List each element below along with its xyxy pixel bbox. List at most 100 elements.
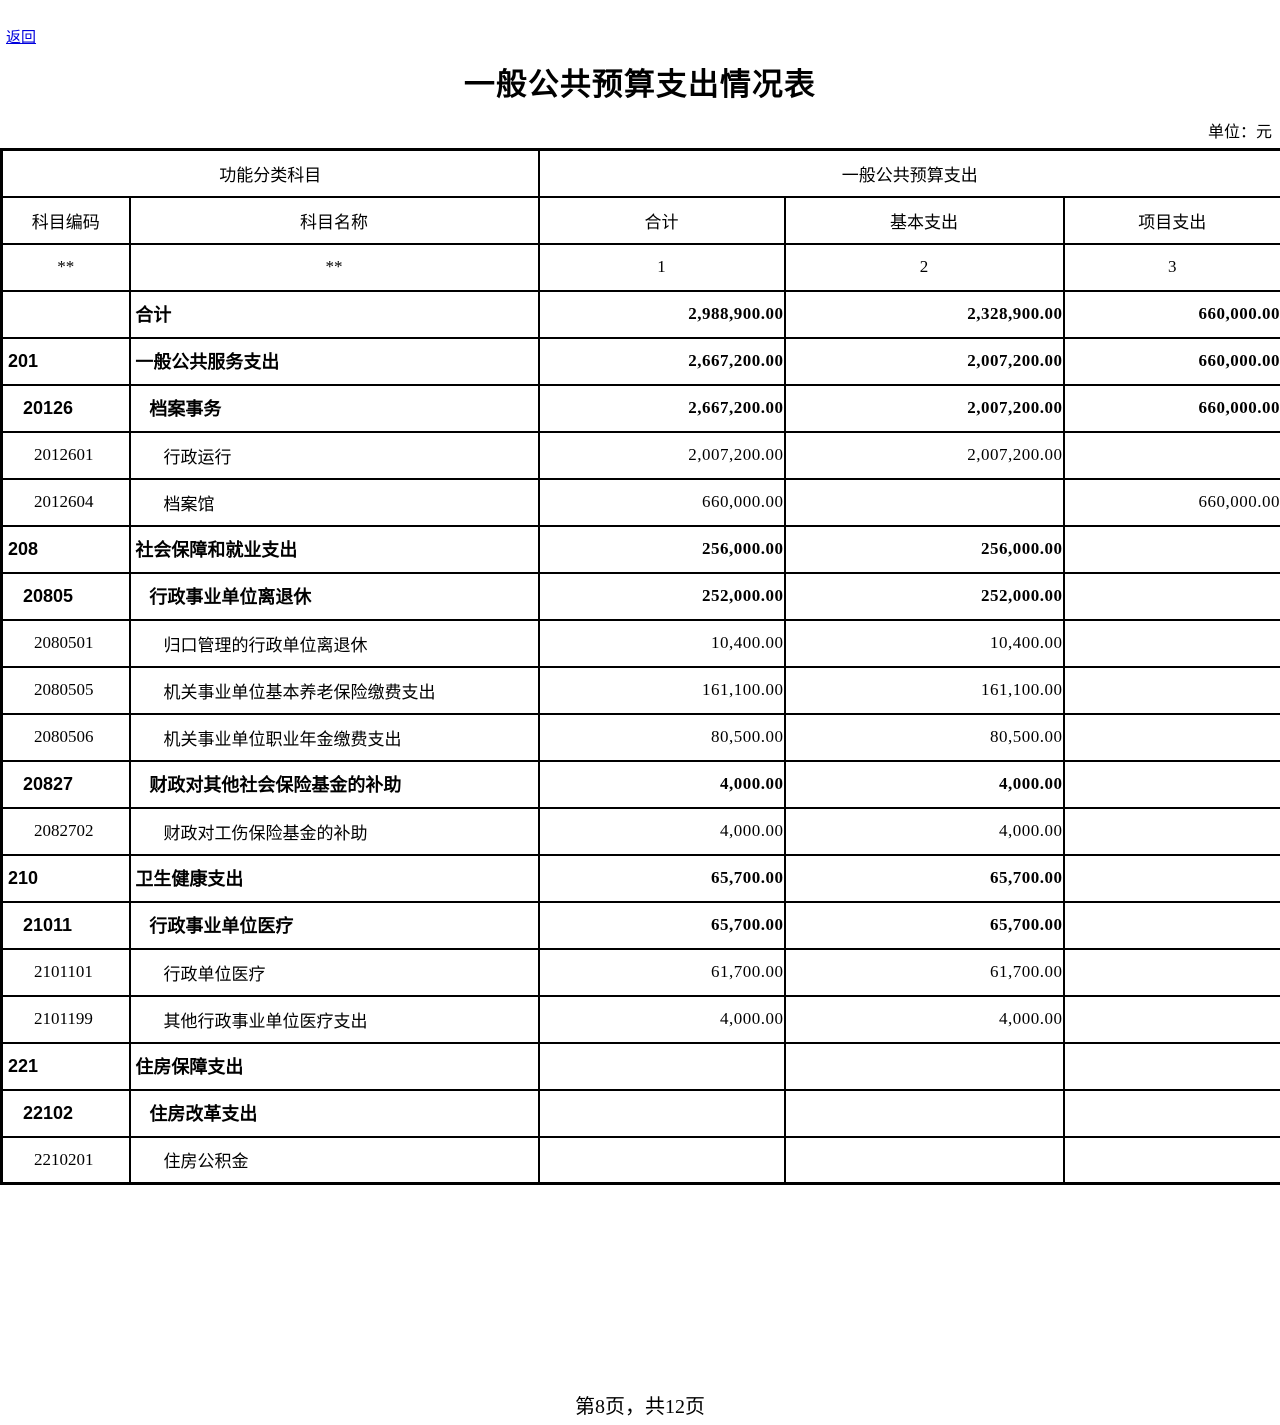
row-code-cell: 20805 [0, 571, 131, 621]
header-budget-group: 一般公共预算支出 [537, 148, 1280, 198]
table-row: 21011 行政事业单位医疗 65,700.00 65,700.00 [0, 900, 1280, 950]
row-project-cell [1062, 665, 1280, 715]
row-code-cell: 2012601 [0, 430, 131, 480]
row-total-cell: 4,000.00 [537, 759, 786, 809]
row-basic-cell [783, 1088, 1065, 1138]
row-code-cell: 2012604 [0, 477, 131, 527]
row-code-cell: 2080501 [0, 618, 131, 668]
row-basic-cell: 61,700.00 [783, 947, 1065, 997]
table-row: 合计 2,988,900.00 2,328,900.00 660,000.00 [0, 289, 1280, 339]
row-code-cell: 2080506 [0, 712, 131, 762]
row-total-cell [537, 1088, 786, 1138]
row-basic-cell: 256,000.00 [783, 524, 1065, 574]
row-basic-cell: 2,328,900.00 [783, 289, 1065, 339]
row-project-cell [1062, 994, 1280, 1044]
row-total-cell: 660,000.00 [537, 477, 786, 527]
table-row: 22102 住房改革支出 [0, 1088, 1280, 1138]
header-star-code: ** [0, 242, 131, 292]
table-row: 210 卫生健康支出 65,700.00 65,700.00 [0, 853, 1280, 903]
row-basic-cell: 10,400.00 [783, 618, 1065, 668]
unit-label: 单位：元 [1207, 124, 1272, 141]
row-name-cell: 行政事业单位医疗 [128, 900, 540, 950]
row-name-cell: 财政对其他社会保险基金的补助 [128, 759, 540, 809]
row-total-cell: 2,667,200.00 [537, 336, 786, 386]
table-row: 2101199 其他行政事业单位医疗支出 4,000.00 4,000.00 [0, 994, 1280, 1044]
row-name-cell: 行政运行 [128, 430, 540, 480]
page-number: 第8页，共12页 [575, 1396, 705, 1418]
row-project-cell: 660,000.00 [1062, 336, 1280, 386]
row-project-cell [1062, 712, 1280, 762]
header-star-name: ** [128, 242, 540, 292]
row-code-cell: 20827 [0, 759, 131, 809]
table-row: 2080505 机关事业单位基本养老保险缴费支出 161,100.00 161,100… [0, 665, 1280, 715]
row-name-cell: 机关事业单位职业年金缴费支出 [128, 712, 540, 762]
row-name-cell: 住房公积金 [128, 1135, 540, 1185]
row-total-cell [537, 1041, 786, 1091]
row-total-cell: 2,667,200.00 [537, 383, 786, 433]
table-row: 20805 行政事业单位离退休 252,000.00 252,000.00 [0, 571, 1280, 621]
row-total-cell [537, 1135, 786, 1185]
table-row: 2101101 行政单位医疗 61,700.00 61,700.00 [0, 947, 1280, 997]
table-row: 2210201 住房公积金 [0, 1135, 1280, 1185]
row-code-cell: 22102 [0, 1088, 131, 1138]
row-basic-cell: 2,007,200.00 [783, 336, 1065, 386]
row-name-cell: 卫生健康支出 [128, 853, 540, 903]
header-basic: 基本支出 [783, 195, 1065, 245]
row-basic-cell: 2,007,200.00 [783, 430, 1065, 480]
table-row: 20126 档案事务 2,667,200.00 2,007,200.00 660,000… [0, 383, 1280, 433]
table-row: 2012601 行政运行 2,007,200.00 2,007,200.00 [0, 430, 1280, 480]
header-columns-row: 科目编码 科目名称 合计 基本支出 项目支出 [0, 195, 1280, 245]
row-code-cell: 210 [0, 853, 131, 903]
row-name-cell: 档案馆 [128, 477, 540, 527]
row-basic-cell [783, 477, 1065, 527]
row-total-cell: 2,007,200.00 [537, 430, 786, 480]
row-project-cell [1062, 430, 1280, 480]
row-project-cell [1062, 853, 1280, 903]
row-project-cell [1062, 900, 1280, 950]
row-code-cell: 201 [0, 336, 131, 386]
table-row: 20827 财政对其他社会保险基金的补助 4,000.00 4,000.00 [0, 759, 1280, 809]
header-colnum-basic: 2 [783, 242, 1065, 292]
page-title: 一般公共预算支出情况表 [464, 67, 816, 102]
row-basic-cell: 65,700.00 [783, 853, 1065, 903]
row-basic-cell: 4,000.00 [783, 994, 1065, 1044]
header-group-row: 功能分类科目 一般公共预算支出 [0, 148, 1280, 198]
row-name-cell: 归口管理的行政单位离退休 [128, 618, 540, 668]
row-total-cell: 252,000.00 [537, 571, 786, 621]
budget-table: 功能分类科目 一般公共预算支出 科目编码 科目名称 合计 基本支出 项目支出 *… [0, 148, 1280, 1185]
row-code-cell: 2210201 [0, 1135, 131, 1185]
table-row: 201 一般公共服务支出 2,667,200.00 2,007,200.00 660,0… [0, 336, 1280, 386]
row-total-cell: 80,500.00 [537, 712, 786, 762]
header-code: 科目编码 [0, 195, 131, 245]
row-total-cell: 2,988,900.00 [537, 289, 786, 339]
header-colnum-project: 3 [1062, 242, 1280, 292]
row-name-cell: 合计 [128, 289, 540, 339]
row-basic-cell [783, 1041, 1065, 1091]
row-total-cell: 61,700.00 [537, 947, 786, 997]
table-row: 2080501 归口管理的行政单位离退休 10,400.00 10,400.00 [0, 618, 1280, 668]
table-row: 2082702 财政对工伤保险基金的补助 4,000.00 4,000.00 [0, 806, 1280, 856]
table-row: 2080506 机关事业单位职业年金缴费支出 80,500.00 80,500.00 [0, 712, 1280, 762]
row-project-cell: 660,000.00 [1062, 383, 1280, 433]
row-project-cell [1062, 571, 1280, 621]
row-project-cell: 660,000.00 [1062, 289, 1280, 339]
row-code-cell: 20126 [0, 383, 131, 433]
row-basic-cell: 80,500.00 [783, 712, 1065, 762]
row-code-cell: 21011 [0, 900, 131, 950]
row-code-cell: 2080505 [0, 665, 131, 715]
row-basic-cell [783, 1135, 1065, 1185]
row-project-cell: 660,000.00 [1062, 477, 1280, 527]
row-basic-cell: 2,007,200.00 [783, 383, 1065, 433]
row-total-cell: 65,700.00 [537, 853, 786, 903]
back-link[interactable]: 返回 [6, 30, 37, 46]
row-code-cell: 221 [0, 1041, 131, 1091]
table-body: 合计 2,988,900.00 2,328,900.00 660,000.00 201 一… [0, 289, 1280, 1185]
row-name-cell: 住房保障支出 [128, 1041, 540, 1091]
row-project-cell [1062, 1088, 1280, 1138]
row-project-cell [1062, 947, 1280, 997]
row-code-cell [0, 289, 131, 339]
row-code-cell: 2101101 [0, 947, 131, 997]
row-basic-cell: 4,000.00 [783, 806, 1065, 856]
row-name-cell: 行政事业单位离退休 [128, 571, 540, 621]
header-function-group: 功能分类科目 [0, 148, 540, 198]
